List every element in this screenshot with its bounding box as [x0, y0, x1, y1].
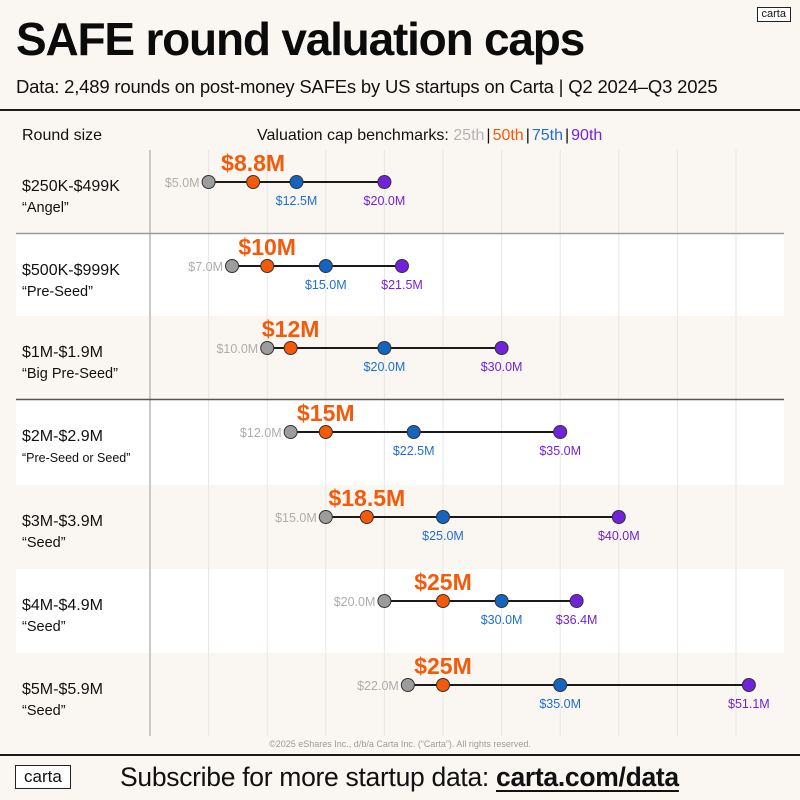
p75-value-label: $30.0M	[481, 613, 523, 627]
p90-dot	[553, 425, 568, 439]
p90-dot	[494, 341, 509, 355]
round-size-label: $4M-$4.9M	[22, 597, 103, 614]
stage-label: “Pre-Seed or Seed”	[22, 451, 130, 465]
p90-value-label: $51.1M	[728, 697, 770, 711]
p90-value-label: $30.0M	[481, 360, 523, 374]
p25-value-label: $12.0M	[240, 426, 282, 440]
legend-title: Valuation cap benchmarks:	[257, 127, 449, 144]
carta-data-link[interactable]: carta.com/data	[496, 762, 679, 792]
p50-value-label: $25M	[414, 569, 472, 595]
stage-label: “Seed”	[22, 619, 66, 635]
column-header-round-size: Round size	[22, 127, 103, 144]
p25-dot	[201, 175, 216, 189]
row-background	[16, 234, 784, 316]
p90-value-label: $36.4M	[556, 613, 598, 627]
legend-item-75th: 75th	[531, 127, 563, 144]
row-background	[16, 569, 784, 653]
p75-value-label: $25.0M	[422, 529, 464, 543]
p50-dot	[246, 175, 261, 189]
subscribe-text: Subscribe for more startup data:	[120, 762, 497, 792]
p25-dot	[318, 510, 333, 524]
p25-dot	[377, 594, 392, 608]
legend-item-25th: 25th	[453, 127, 485, 144]
p50-dot	[436, 678, 450, 692]
p90-value-label: $21.5M	[381, 278, 423, 292]
p50-dot	[283, 341, 298, 355]
p90-dot	[741, 678, 756, 692]
footer-divider	[0, 754, 800, 756]
p50-dot	[359, 510, 374, 524]
p50-dot	[436, 594, 450, 608]
legend-item-90th: 90th	[571, 127, 603, 144]
row-background	[16, 400, 784, 485]
p75-value-label: $22.5M	[393, 444, 435, 458]
chart-subtitle: Data: 2,489 rounds on post-money SAFEs b…	[16, 76, 718, 97]
p50-value-label: $12M	[262, 316, 320, 342]
p50-value-label: $8.8M	[221, 150, 285, 176]
p50-value-label: $18.5M	[328, 485, 405, 511]
p75-dot	[553, 678, 568, 692]
p90-dot	[377, 175, 392, 189]
p75-dot	[494, 594, 509, 608]
round-size-label: $5M-$5.9M	[22, 681, 103, 698]
p75-dot	[406, 425, 421, 439]
legend-separator: |	[565, 127, 570, 144]
legend-separator: |	[486, 127, 491, 144]
p25-value-label: $20.0M	[334, 595, 376, 609]
p25-value-label: $5.0M	[165, 176, 200, 190]
p25-dot	[225, 259, 240, 273]
p75-dot	[436, 510, 450, 524]
legend-separator: |	[525, 127, 530, 144]
p50-dot	[260, 259, 275, 273]
round-size-label: $500K-$999K	[22, 262, 120, 279]
round-size-label: $250K-$499K	[22, 178, 120, 195]
p50-dot	[318, 425, 333, 439]
p25-value-label: $10.0M	[216, 342, 258, 356]
subscribe-cta: Subscribe for more startup data: carta.c…	[120, 762, 679, 793]
p75-dot	[289, 175, 304, 189]
p25-value-label: $15.0M	[275, 511, 317, 525]
p75-value-label: $20.0M	[364, 360, 406, 374]
p75-value-label: $35.0M	[539, 697, 581, 711]
copyright-text: ©2025 eShares Inc., d/b/a Carta Inc. (“C…	[269, 739, 531, 749]
stage-label: “Big Pre-Seed”	[22, 366, 118, 382]
stage-label: “Angel”	[22, 200, 69, 216]
p90-dot	[611, 510, 626, 524]
carta-logo: carta	[756, 7, 791, 22]
p90-dot	[394, 259, 409, 273]
p75-dot	[377, 341, 392, 355]
p90-value-label: $40.0M	[598, 529, 640, 543]
stage-label: “Pre-Seed”	[22, 284, 93, 300]
p25-value-label: $22.0M	[357, 679, 399, 693]
p50-value-label: $10M	[238, 234, 296, 260]
p25-dot	[400, 678, 415, 692]
p25-dot	[260, 341, 275, 355]
p75-value-label: $15.0M	[305, 278, 347, 292]
p50-value-label: $25M	[414, 653, 472, 679]
p90-dot	[569, 594, 584, 608]
header-divider	[0, 109, 800, 111]
round-size-label: $2M-$2.9M	[22, 428, 103, 445]
legend-item-50th: 50th	[492, 127, 524, 144]
chart-title: SAFE round valuation caps	[16, 13, 585, 65]
stage-label: “Seed”	[22, 703, 66, 719]
p90-value-label: $35.0M	[539, 444, 581, 458]
round-size-label: $3M-$3.9M	[22, 513, 103, 530]
legend: Valuation cap benchmarks: 25th | 50th | 75th…	[257, 127, 602, 145]
p75-dot	[318, 259, 333, 273]
round-size-label: $1M-$1.9M	[22, 344, 103, 361]
p90-value-label: $20.0M	[364, 194, 406, 208]
p50-value-label: $15M	[297, 400, 355, 426]
stage-label: “Seed”	[22, 535, 66, 551]
p25-dot	[283, 425, 298, 439]
p25-value-label: $7.0M	[188, 260, 223, 274]
carta-footer-logo: carta	[15, 765, 71, 789]
p75-value-label: $12.5M	[276, 194, 318, 208]
